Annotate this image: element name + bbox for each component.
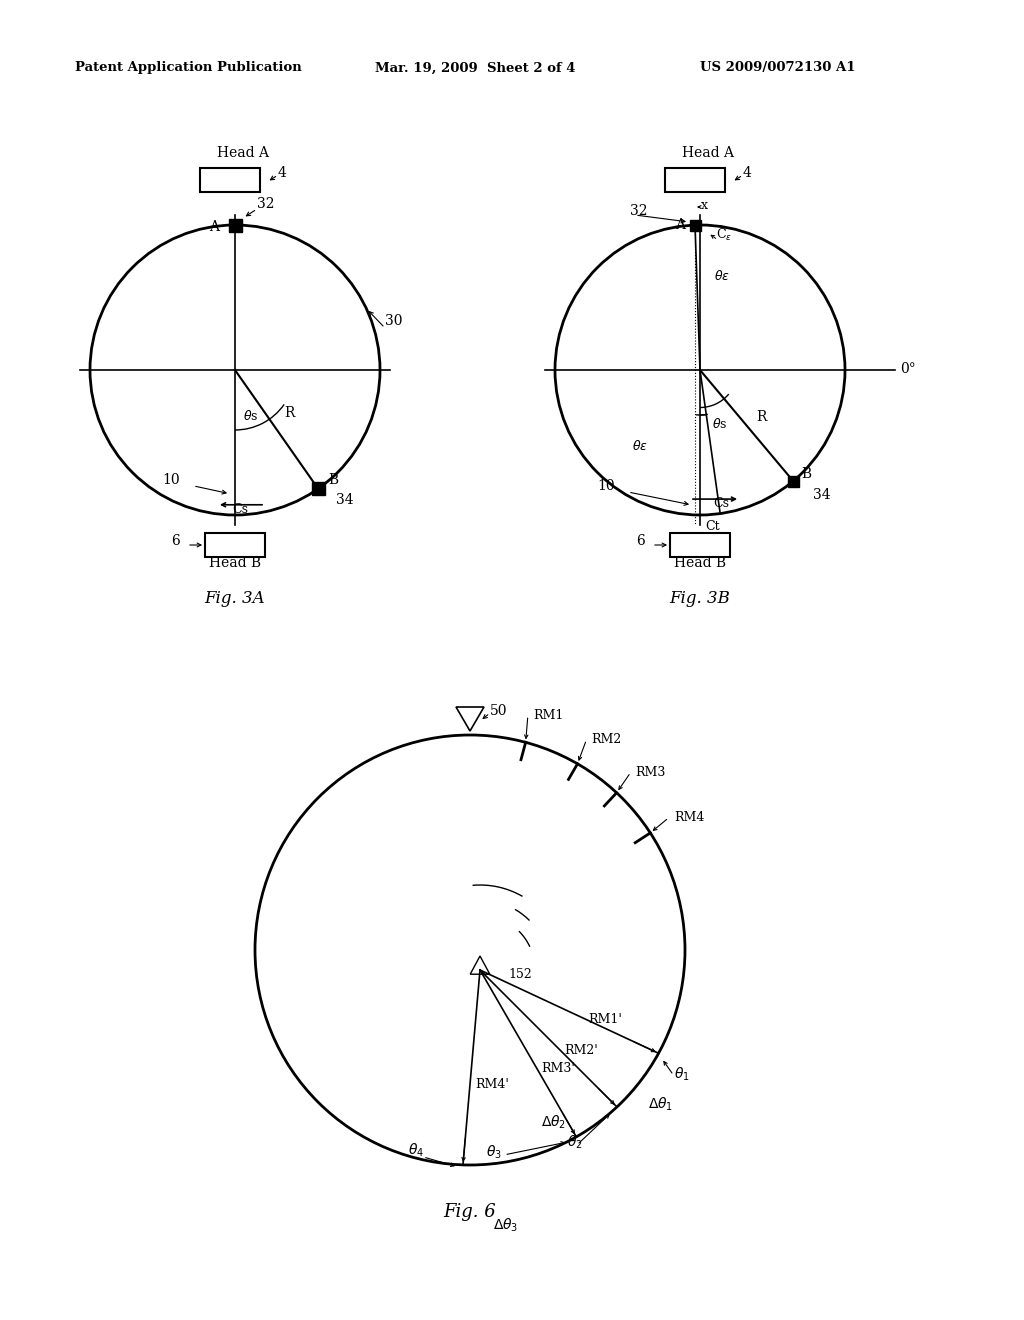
Text: Cs: Cs (713, 498, 729, 510)
Text: RM4': RM4' (475, 1078, 509, 1092)
Bar (205, 533, 265, 557)
Bar (787, 475, 799, 487)
Text: R: R (757, 409, 767, 424)
Text: x: x (700, 199, 708, 213)
Text: B: B (328, 473, 338, 487)
Text: Head A: Head A (217, 147, 269, 160)
Text: 4: 4 (743, 166, 752, 180)
Text: 0°: 0° (900, 362, 915, 376)
Text: $\theta_3$: $\theta_3$ (486, 1144, 502, 1162)
Text: US 2009/0072130 A1: US 2009/0072130 A1 (700, 62, 855, 74)
Polygon shape (456, 708, 484, 731)
Text: 4: 4 (278, 166, 287, 180)
Bar (200, 168, 260, 191)
Text: $\theta$s: $\theta$s (243, 409, 258, 422)
Text: A: A (675, 218, 685, 232)
Text: R: R (285, 407, 295, 420)
Bar (689, 219, 700, 231)
Text: $\theta\epsilon$: $\theta\epsilon$ (714, 269, 730, 282)
Bar (670, 533, 730, 557)
Text: 32: 32 (257, 197, 274, 211)
Text: 6: 6 (636, 535, 645, 548)
Polygon shape (470, 956, 489, 974)
Text: $\theta$s: $\theta$s (712, 417, 727, 432)
Text: RM1: RM1 (532, 709, 563, 722)
Text: 10: 10 (163, 473, 180, 487)
Text: Head B: Head B (674, 556, 726, 570)
Text: 152: 152 (508, 968, 531, 981)
Text: $\theta\epsilon$: $\theta\epsilon$ (632, 440, 648, 453)
Text: Mar. 19, 2009  Sheet 2 of 4: Mar. 19, 2009 Sheet 2 of 4 (375, 62, 575, 74)
Text: 32: 32 (630, 205, 647, 218)
Text: RM4: RM4 (674, 812, 705, 824)
Text: RM3: RM3 (636, 766, 666, 779)
Text: 30: 30 (385, 314, 402, 327)
Text: 50: 50 (490, 704, 508, 718)
Text: RM1': RM1' (589, 1014, 623, 1026)
Text: 34: 34 (813, 488, 830, 502)
Text: RM3': RM3' (541, 1061, 574, 1074)
Text: $\Delta\theta_3$: $\Delta\theta_3$ (493, 1217, 518, 1234)
Text: Fig. 3A: Fig. 3A (205, 590, 265, 607)
Text: 10: 10 (597, 479, 615, 492)
Text: $\Delta\theta_1$: $\Delta\theta_1$ (648, 1096, 673, 1113)
Text: A: A (209, 220, 219, 234)
Bar (228, 219, 242, 231)
Text: RM2: RM2 (592, 733, 622, 746)
Text: 6: 6 (171, 535, 180, 548)
Text: 34: 34 (336, 492, 354, 507)
Text: $\theta_2$: $\theta_2$ (567, 1134, 583, 1151)
Text: RM2': RM2' (564, 1044, 598, 1057)
Text: B: B (801, 467, 811, 480)
Text: C$_\epsilon$: C$_\epsilon$ (716, 227, 732, 243)
Text: $\Delta\theta_2$: $\Delta\theta_2$ (541, 1114, 566, 1131)
Text: Patent Application Publication: Patent Application Publication (75, 62, 302, 74)
Text: Head A: Head A (682, 147, 734, 160)
Text: $\theta_4$: $\theta_4$ (408, 1142, 424, 1159)
Text: Cs: Cs (232, 503, 248, 516)
Text: Ct: Ct (705, 520, 720, 533)
Bar (665, 168, 725, 191)
Text: $\theta_1$: $\theta_1$ (674, 1065, 689, 1082)
Text: Fig. 3B: Fig. 3B (670, 590, 730, 607)
Text: Head B: Head B (209, 556, 261, 570)
Bar (311, 482, 325, 495)
Text: Fig. 6: Fig. 6 (443, 1203, 497, 1221)
